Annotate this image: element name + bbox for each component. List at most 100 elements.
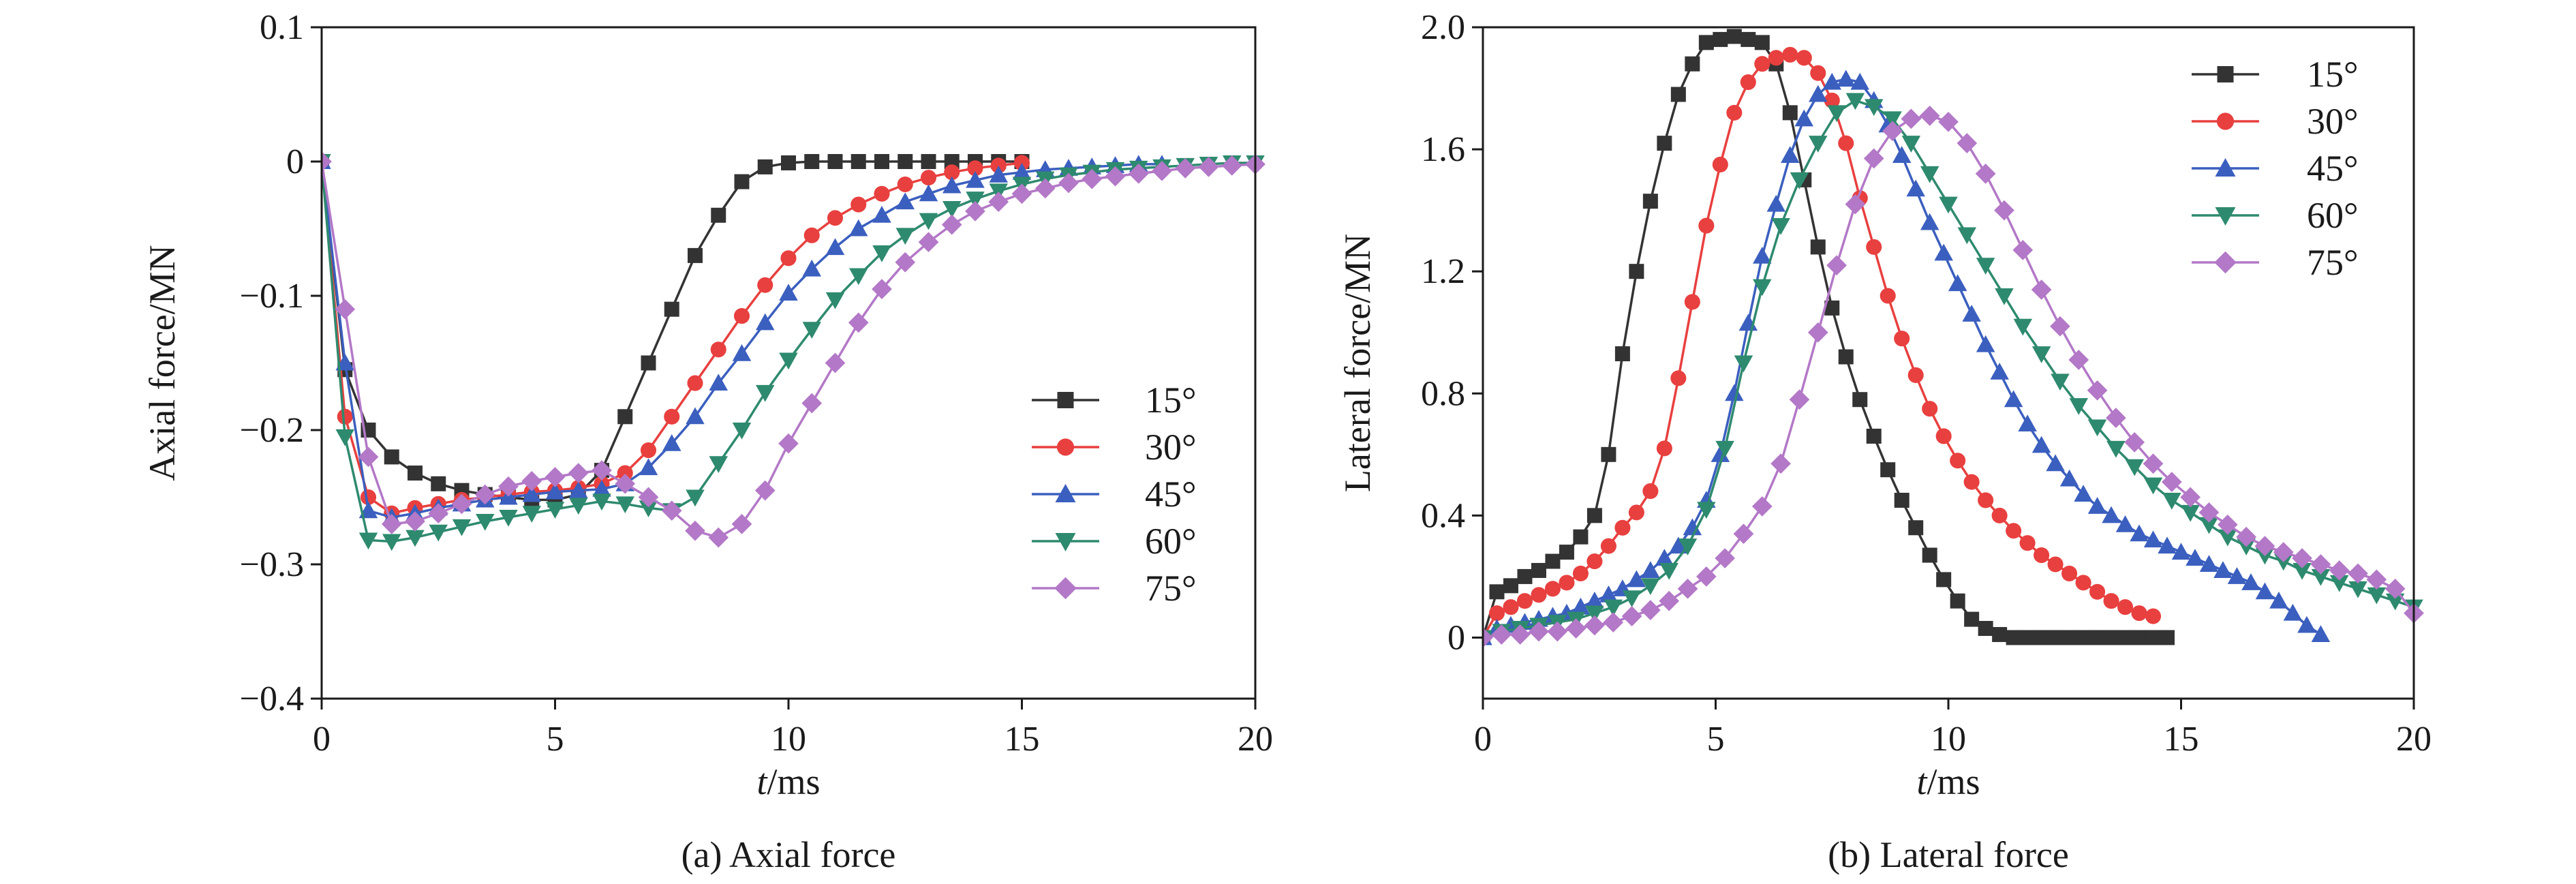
data-point (521, 471, 542, 491)
data-point (1990, 363, 2009, 380)
x-axis-label-unit: /ms (1927, 761, 1980, 802)
data-point (1198, 157, 1219, 177)
series-line (322, 161, 1256, 539)
data-point (639, 500, 658, 518)
series-1 (1483, 29, 2175, 645)
data-point (2130, 524, 2149, 542)
data-point (1013, 155, 1030, 171)
data-point (942, 176, 962, 194)
x-tick-label: 5 (1707, 720, 1725, 759)
data-point (2103, 593, 2119, 609)
data-point (640, 442, 657, 459)
data-point (685, 520, 705, 541)
data-point (687, 375, 703, 391)
data-point (1012, 163, 1032, 180)
data-point (1754, 56, 1770, 72)
data-point (662, 433, 681, 451)
data-point (708, 527, 729, 548)
data-point (2006, 630, 2021, 645)
data-point (2385, 593, 2405, 611)
y-tick-label: 2.0 (1421, 8, 1465, 47)
data-point (1713, 31, 1728, 47)
chart-caption: (b) Lateral force (1828, 834, 2069, 875)
data-point (1850, 72, 1869, 90)
data-point (1963, 474, 1980, 490)
data-point (1964, 611, 1980, 627)
data-point (1781, 146, 1800, 164)
data-point (498, 476, 519, 497)
data-point (2104, 630, 2119, 645)
x-tick-label: 5 (547, 720, 564, 759)
series-3 (322, 152, 1171, 525)
legend-label: 15° (1145, 380, 1197, 421)
legend-item: 30° (2192, 101, 2359, 142)
data-point (688, 247, 703, 263)
legend-item: 45° (2192, 148, 2359, 189)
data-point (1531, 587, 1547, 603)
data-point (1128, 163, 1149, 184)
data-point (1034, 178, 1056, 199)
data-point (757, 277, 773, 293)
data-point (358, 532, 378, 550)
data-point (850, 154, 866, 169)
data-point (335, 299, 356, 320)
data-point (989, 165, 1008, 183)
data-point (1935, 428, 1952, 444)
data-point (1866, 239, 1882, 255)
data-point (2180, 487, 2201, 508)
data-point (1659, 562, 1678, 580)
y-tick-label: 0 (286, 142, 304, 181)
data-point (757, 159, 773, 174)
data-point (2348, 563, 2368, 584)
data-point (1908, 520, 1924, 536)
data-point (944, 154, 960, 169)
data-point (2006, 523, 2022, 539)
legend: 15° 30° 45° 60° 75° (2192, 54, 2359, 283)
y-tick-label: −0.1 (240, 277, 304, 316)
data-point (1753, 279, 1772, 296)
legend-marker (2215, 158, 2236, 177)
data-point (1770, 453, 1791, 474)
data-point (2143, 453, 2164, 474)
data-point (2125, 459, 2144, 476)
legend-marker (2215, 207, 2236, 226)
data-point (2283, 603, 2303, 621)
data-point (1994, 200, 2014, 221)
data-point (1011, 183, 1032, 204)
data-point (2089, 583, 2106, 600)
legend-label: 15° (2307, 54, 2359, 95)
data-point (2089, 630, 2105, 645)
data-point (1826, 255, 1847, 276)
data-point (522, 506, 541, 523)
legend-marker (1055, 484, 1076, 502)
data-point (1880, 462, 1896, 478)
data-point (2069, 398, 2088, 415)
data-point (1585, 591, 1604, 609)
data-point (2124, 432, 2145, 453)
x-axis-label-italic: t (1916, 761, 1928, 802)
data-point (2061, 630, 2077, 645)
data-point (639, 458, 658, 476)
legend-label: 75° (1145, 568, 1197, 609)
data-point (1565, 618, 1586, 639)
data-point (1601, 446, 1616, 462)
data-point (431, 476, 446, 491)
data-point (1919, 105, 1940, 126)
data-point (2087, 419, 2107, 437)
data-point (335, 429, 354, 446)
data-point (1995, 288, 2014, 305)
data-point (1992, 626, 2008, 642)
legend-label: 45° (2307, 148, 2359, 189)
data-point (2292, 548, 2312, 568)
data-point (731, 514, 752, 534)
data-point (1907, 367, 1924, 383)
data-point (967, 160, 983, 177)
data-point (872, 206, 891, 223)
data-point (1920, 213, 1939, 230)
data-point (895, 252, 916, 273)
data-point (734, 174, 750, 189)
data-point (966, 170, 985, 188)
y-tick-label: 0.1 (260, 8, 304, 47)
data-point (2181, 504, 2200, 522)
data-point (1599, 585, 1619, 603)
